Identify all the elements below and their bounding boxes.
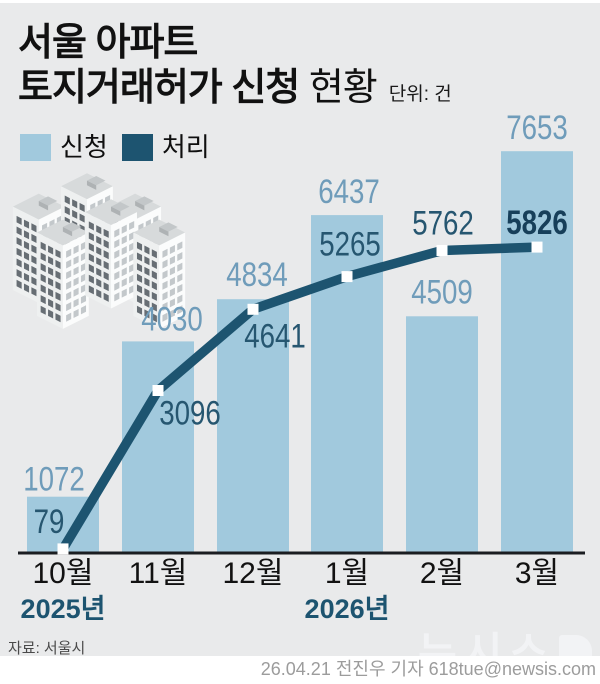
- newsis-watermark-text: 뉴시스: [418, 629, 555, 656]
- month-label-11월: 11월: [129, 557, 188, 590]
- year-label-2025년: 2025년: [21, 594, 106, 624]
- chart: 1072 4030 4834 6437 4509 7653 79 3096 4641 5265 57…: [18, 109, 585, 624]
- line-marker-3월: [531, 241, 543, 253]
- month-label-2월: 2월: [420, 557, 464, 590]
- bar-value-11월: 4030: [141, 300, 203, 338]
- unit-label: 단위: 건: [388, 83, 452, 105]
- line-marker-12월: [247, 303, 259, 315]
- line-value-12월: 4641: [244, 317, 306, 355]
- page-title-line1: 서울 아파트: [18, 22, 198, 64]
- line-value-10월: 79: [34, 503, 65, 541]
- newsis-logo-mark-icon: [559, 635, 592, 656]
- line-marker-10월: [57, 543, 69, 555]
- line-value-3월: 5826: [506, 204, 568, 242]
- bar-3월: [501, 151, 573, 553]
- legend-label-processed: 처리: [161, 132, 210, 162]
- month-label-10월: 10월: [33, 557, 94, 590]
- bar-12월: [217, 299, 289, 553]
- byline-strip: 26.04.21 전진우 기자 618tue@newsis.com: [0, 656, 600, 684]
- bars-group: [27, 151, 573, 553]
- line-marker-11월: [152, 385, 164, 396]
- newsis-watermark: 뉴시스: [418, 619, 592, 656]
- bar-2월: [406, 316, 478, 553]
- title-block: 서울 아파트 토지거래허가 신청 현황 단위: 건: [18, 21, 452, 111]
- year-label-2026년: 2026년: [305, 594, 390, 624]
- line-marker-1월: [341, 271, 353, 283]
- line-value-1월: 5265: [319, 226, 381, 264]
- legend-swatch-applications: [20, 134, 51, 161]
- month-label-1월: 1월: [325, 557, 369, 590]
- bar-value-2월: 4509: [411, 273, 473, 311]
- page-title-line2-bold: 토지거래허가 신청: [18, 66, 300, 109]
- month-label-3월: 3월: [515, 557, 559, 590]
- byline-text: 26.04.21 전진우 기자 618tue@newsis.com: [260, 659, 596, 679]
- legend-item-applications: 신청: [20, 134, 108, 161]
- bar-value-1월: 6437: [318, 173, 380, 211]
- legend-label-applications: 신청: [60, 132, 108, 162]
- processed-line: [58, 242, 538, 552]
- bar-value-10월: 1072: [23, 461, 85, 499]
- page-title-line2: 토지거래허가 신청 현황 단위: 건: [18, 66, 452, 111]
- bar-11월: [122, 341, 194, 553]
- apartment-building: [85, 199, 137, 309]
- legend: 신청 처리: [20, 134, 210, 161]
- bar-value-3월: 7653: [506, 109, 568, 147]
- legend-item-processed: 처리: [121, 132, 210, 162]
- page-title-line2-light: 현황: [308, 66, 378, 109]
- month-label-12월: 12월: [223, 557, 284, 590]
- legend-swatch-processed: [121, 134, 153, 161]
- line-marker-2월: [436, 245, 448, 256]
- apartment-building: [36, 219, 89, 329]
- chart-background: 서울 아파트 토지거래허가 신청 현황 단위: 건 신청 처리 1072 4030 4…: [0, 3, 600, 656]
- bar-value-12월: 4834: [226, 256, 288, 294]
- top-strip: [0, 0, 600, 3]
- line-value-11월: 3096: [159, 395, 221, 433]
- source-label: 자료: 서울시: [8, 640, 86, 656]
- apartment-buildings-illustration: [12, 173, 186, 329]
- line-value-2월: 5762: [412, 205, 474, 243]
